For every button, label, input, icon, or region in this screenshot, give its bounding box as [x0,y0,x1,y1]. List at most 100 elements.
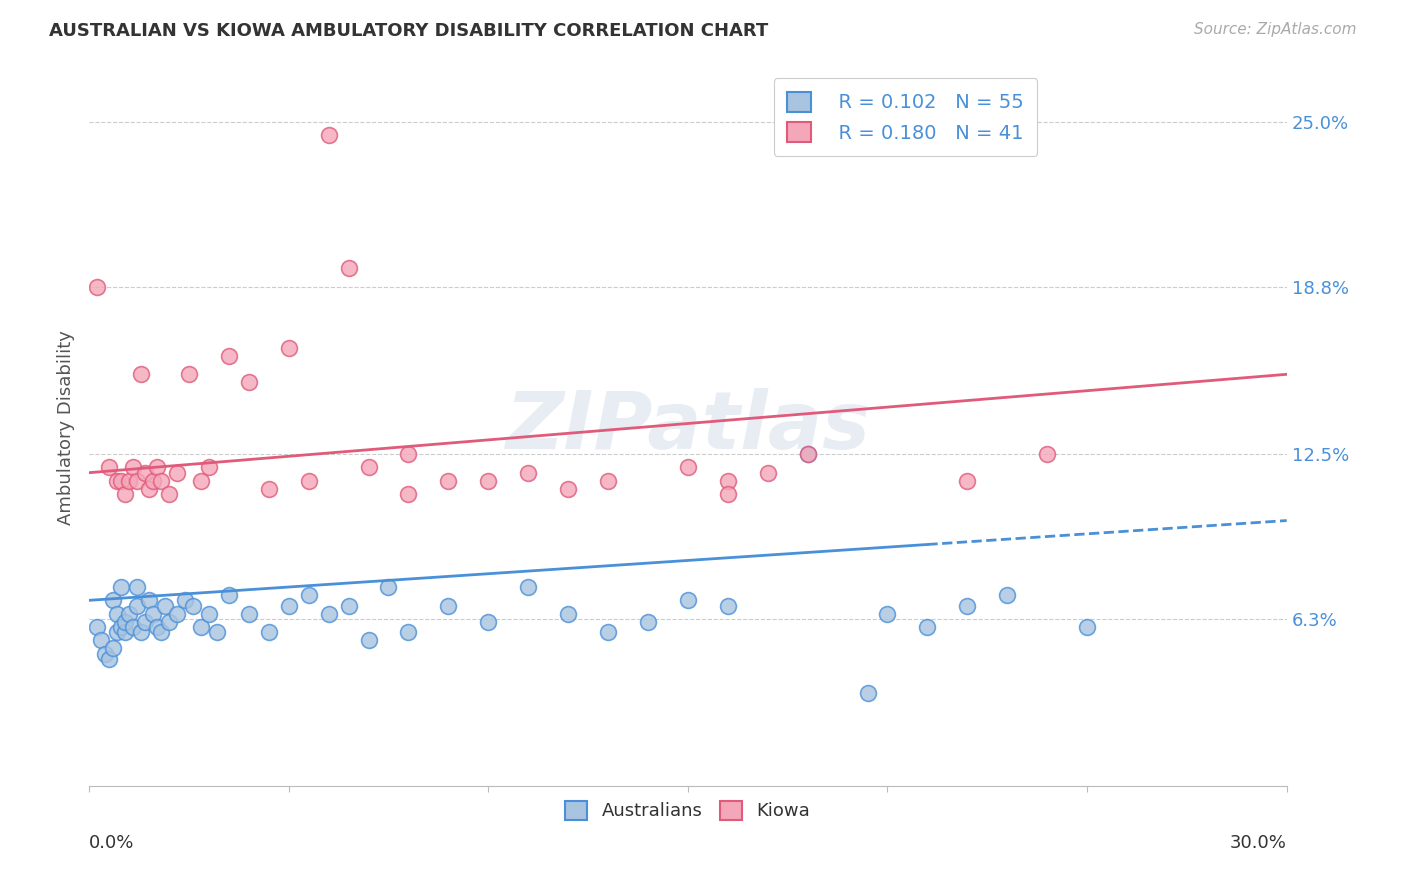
Point [94,647,117,661]
Point [796,447,818,461]
Point [105,607,128,621]
Point [676,593,699,607]
Point [98,460,121,475]
Point [146,620,169,634]
Text: 0.0%: 0.0% [89,834,135,853]
Point [238,607,260,621]
Text: AUSTRALIAN VS KIOWA AMBULATORY DISABILITY CORRELATION CHART: AUSTRALIAN VS KIOWA AMBULATORY DISABILIT… [49,22,769,40]
Point [142,474,165,488]
Point [477,474,499,488]
Point [166,607,188,621]
Point [177,368,200,382]
Point [1036,447,1059,461]
Point [1076,620,1098,634]
Point [122,460,145,475]
Point [125,599,148,613]
Point [477,615,499,629]
Point [101,593,124,607]
Point [90,633,112,648]
Point [142,607,165,621]
Point [218,588,240,602]
Point [166,466,188,480]
Point [86,279,108,293]
Point [238,376,260,390]
Point [396,487,419,501]
Point [717,487,740,501]
Point [190,474,212,488]
Point [153,599,176,613]
Y-axis label: Ambulatory Disability: Ambulatory Disability [58,330,75,524]
Point [956,599,979,613]
Point [157,487,180,501]
Point [337,260,360,275]
Point [357,633,380,648]
Point [557,482,579,496]
Point [557,607,579,621]
Point [101,641,124,656]
Point [298,588,321,602]
Point [298,474,321,488]
Point [181,599,204,613]
Point [517,466,540,480]
Point [114,487,136,501]
Text: 30.0%: 30.0% [1230,834,1286,853]
Point [756,466,779,480]
Point [318,128,340,142]
Point [125,580,148,594]
Point [138,593,160,607]
Text: Source: ZipAtlas.com: Source: ZipAtlas.com [1194,22,1357,37]
Point [277,599,299,613]
Point [118,474,141,488]
Point [437,474,460,488]
Point [134,615,156,629]
Point [517,580,540,594]
Point [917,620,939,634]
Point [105,625,128,640]
Point [98,652,121,666]
Point [218,349,240,363]
Point [257,625,280,640]
Point [173,593,195,607]
Point [110,620,132,634]
Legend: Australians, Kiowa: Australians, Kiowa [558,794,817,828]
Point [596,625,619,640]
Point [377,580,399,594]
Point [205,625,228,640]
Point [876,607,898,621]
Point [86,620,108,634]
Point [118,607,141,621]
Point [318,607,340,621]
Point [198,607,221,621]
Point [129,368,152,382]
Point [110,580,132,594]
Point [190,620,212,634]
Point [596,474,619,488]
Text: ZIPatlas: ZIPatlas [505,389,870,467]
Point [198,460,221,475]
Point [796,447,818,461]
Point [437,599,460,613]
Point [105,474,128,488]
Point [277,341,299,355]
Point [676,460,699,475]
Point [114,615,136,629]
Point [396,625,419,640]
Point [856,686,879,700]
Point [337,599,360,613]
Point [134,466,156,480]
Point [717,474,740,488]
Point [717,599,740,613]
Point [110,474,132,488]
Point [146,460,169,475]
Point [357,460,380,475]
Point [396,447,419,461]
Point [149,474,172,488]
Point [129,625,152,640]
Point [956,474,979,488]
Point [995,588,1018,602]
Point [122,620,145,634]
Point [138,482,160,496]
Point [149,625,172,640]
Point [157,615,180,629]
Point [114,625,136,640]
